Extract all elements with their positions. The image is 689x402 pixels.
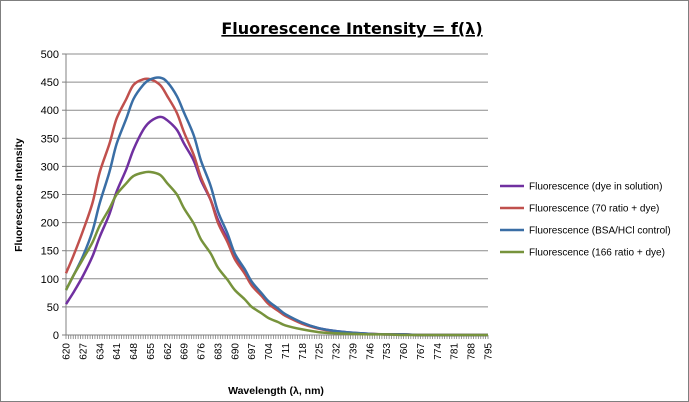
x-tick-label: 690	[230, 343, 241, 360]
x-tick-label: 711	[281, 343, 292, 359]
x-tick-label: 683	[213, 343, 224, 360]
x-tick-label: 753	[382, 343, 393, 360]
x-tick-label: 718	[298, 343, 309, 360]
x-tick-label: 648	[129, 343, 140, 360]
y-axis-label: Fluorescence Intensity	[13, 138, 25, 252]
y-tick-label: 450	[41, 77, 59, 89]
x-tick-label: 704	[264, 343, 275, 360]
x-tick-label: 732	[332, 343, 343, 360]
series-line-2	[64, 77, 488, 337]
y-tick-label: 150	[41, 246, 59, 258]
y-tick-label: 350	[41, 133, 59, 145]
x-tick-label: 627	[78, 343, 89, 360]
x-tick-label: 662	[163, 343, 174, 360]
x-axis-ticks: 620 627 634 641 648 655 662 669 676 683 690 697 704 7…	[62, 335, 495, 360]
x-tick-label: 669	[180, 343, 191, 360]
x-tick-label: 641	[112, 343, 123, 360]
x-tick-label: 739	[348, 343, 359, 360]
y-tick-label: 100	[41, 274, 59, 286]
legend-label-4: Fluorescence (166 ratio + dye)	[529, 248, 665, 259]
y-tick-label: 500	[41, 49, 59, 61]
y-tick-label: 50	[47, 302, 59, 314]
x-tick-label: 788	[467, 343, 478, 360]
x-tick-label: 774	[433, 343, 444, 360]
y-tick-label: 0	[53, 330, 59, 342]
chart-title: Fluorescence Intensity = f(λ)	[221, 19, 482, 38]
legend-label-2: Fluorescence (70 ratio + dye)	[529, 204, 659, 215]
y-axis-ticks: 0 50 100 150 200 250 300 350 400 450 500	[41, 49, 66, 342]
x-tick-label: 655	[146, 343, 157, 360]
y-tick-label: 300	[41, 161, 59, 173]
x-tick-label: 634	[95, 343, 106, 360]
y-tick-label: 250	[41, 190, 59, 202]
x-tick-label: 697	[247, 343, 258, 360]
legend-label-1: Fluorescence (dye in solution)	[529, 182, 662, 193]
y-tick-label: 200	[41, 218, 59, 230]
legend-label-3: Fluorescence (BSA/HCl control)	[529, 226, 671, 237]
x-tick-label: 781	[450, 343, 461, 360]
series-lines	[64, 76, 488, 337]
series-line-3	[64, 76, 488, 337]
x-tick-label: 620	[62, 343, 73, 360]
x-tick-label: 676	[197, 343, 208, 360]
series-line-1	[64, 115, 488, 337]
x-tick-label: 725	[315, 343, 326, 360]
x-tick-label: 746	[365, 343, 376, 360]
x-tick-label: 767	[416, 343, 427, 360]
legend: Fluorescence (dye in solution) Fluorescen…	[500, 182, 671, 259]
x-axis-label: Wavelength (λ, nm)	[228, 385, 324, 397]
x-tick-label: 760	[399, 343, 410, 360]
y-tick-label: 400	[41, 105, 59, 117]
x-tick-label: 795	[484, 343, 495, 360]
series-line-4	[64, 170, 488, 337]
gridlines	[66, 53, 488, 308]
